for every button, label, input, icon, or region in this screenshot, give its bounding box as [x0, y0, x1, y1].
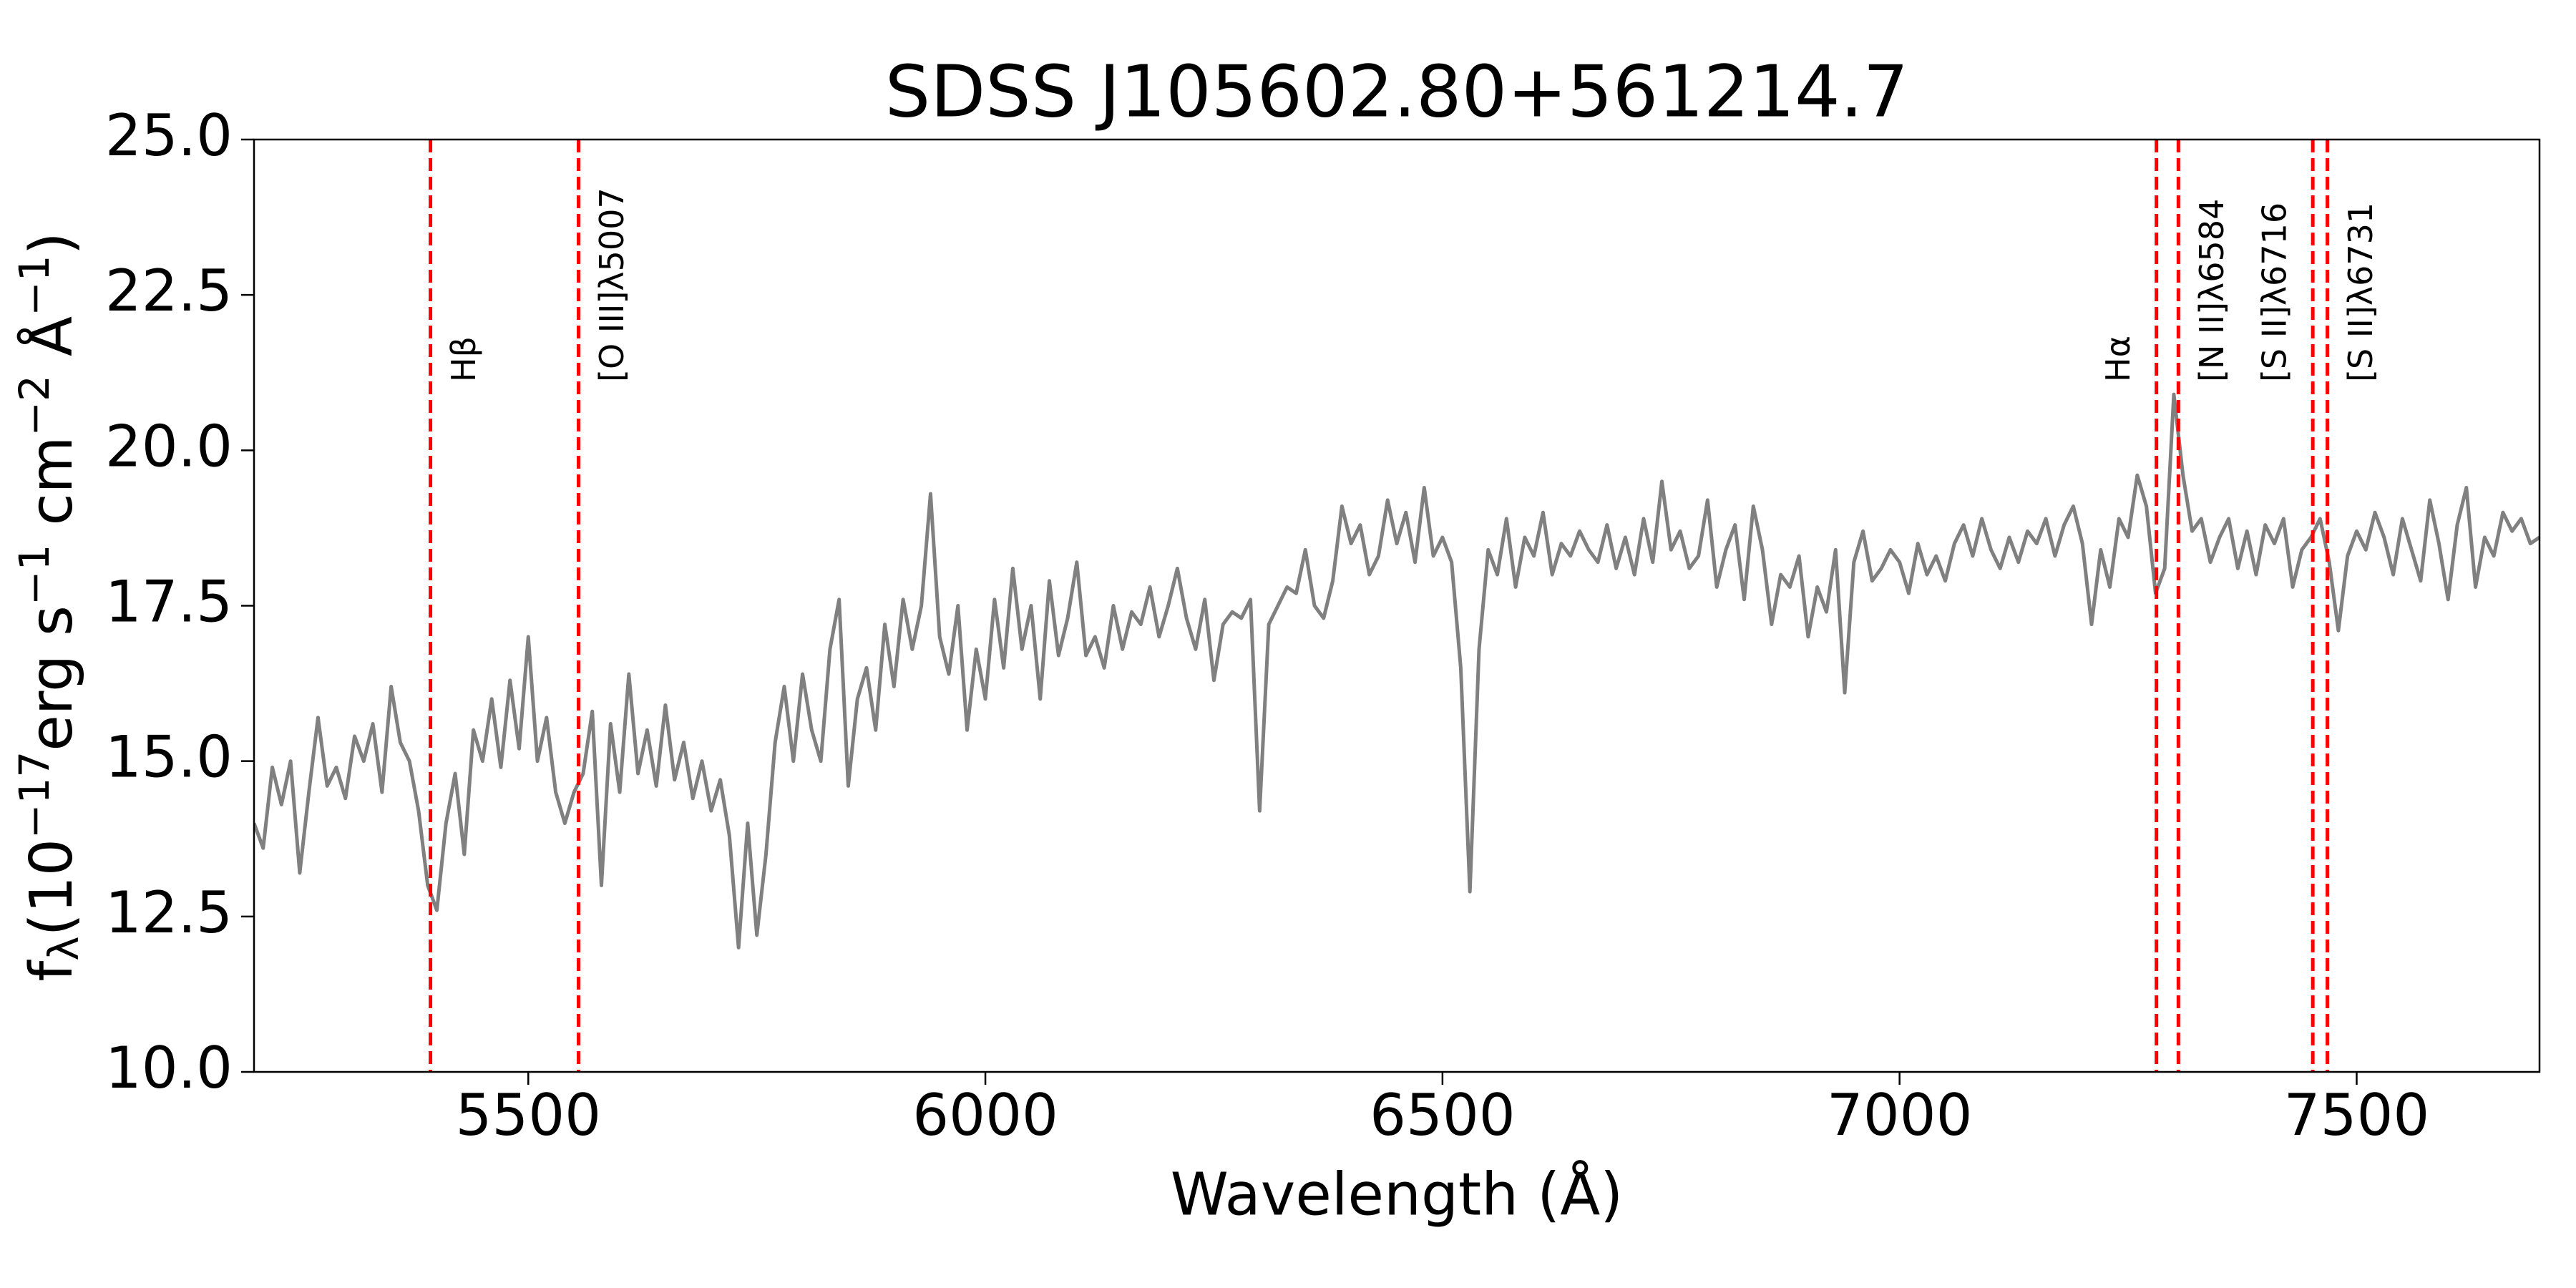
plot-frame: [253, 138, 2541, 1073]
y-axis-label-part: erg s: [18, 605, 86, 751]
y-tick-label: 17.5: [105, 568, 233, 635]
y-tick-label: 20.0: [105, 413, 233, 479]
x-tick-label: 6000: [912, 1082, 1058, 1148]
y-axis-label-part: (10: [18, 839, 86, 936]
y-axis-label-part: λ: [39, 936, 88, 960]
y-axis-label-part: −1: [10, 545, 59, 606]
x-axis-label: Wavelength (Å): [1171, 1160, 1624, 1229]
y-axis-label-part: −2: [10, 375, 59, 436]
emission-line-label: [S II]λ6716: [2255, 203, 2294, 382]
y-axis-label-part: Å: [17, 316, 86, 375]
emission-line-label: Hβ: [444, 336, 483, 382]
y-axis-label-part: −1: [10, 255, 59, 316]
y-tick-label: 25.0: [105, 102, 233, 169]
x-tick-label: 7500: [2284, 1082, 2430, 1148]
emission-line-label: Hα: [2099, 336, 2137, 382]
x-tick-label: 7000: [1827, 1082, 1973, 1148]
emission-line-label: [O III]λ5007: [592, 187, 631, 382]
x-tick-label: 5500: [455, 1082, 601, 1148]
y-tick-label: 22.5: [105, 258, 233, 324]
y-axis-label-part: −17: [10, 751, 59, 839]
y-tick-label: 10.0: [105, 1035, 233, 1101]
y-axis-label: fλ(10−17erg s−1 cm−2 Å−1): [10, 232, 88, 981]
spectrum-line: [254, 392, 2540, 950]
emission-line-label: [N II]λ6584: [2192, 199, 2231, 382]
emission-line-label: [S II]λ6731: [2341, 203, 2380, 382]
y-tick-label: 12.5: [105, 879, 233, 946]
chart-title: SDSS J105602.80+561214.7: [885, 49, 1908, 133]
y-tick-label: 15.0: [105, 724, 233, 791]
y-axis-label-part: cm: [18, 436, 86, 545]
y-axis-label-part: f: [18, 960, 86, 982]
x-tick-label: 6500: [1370, 1082, 1516, 1148]
y-axis-label-part: ): [18, 232, 86, 255]
